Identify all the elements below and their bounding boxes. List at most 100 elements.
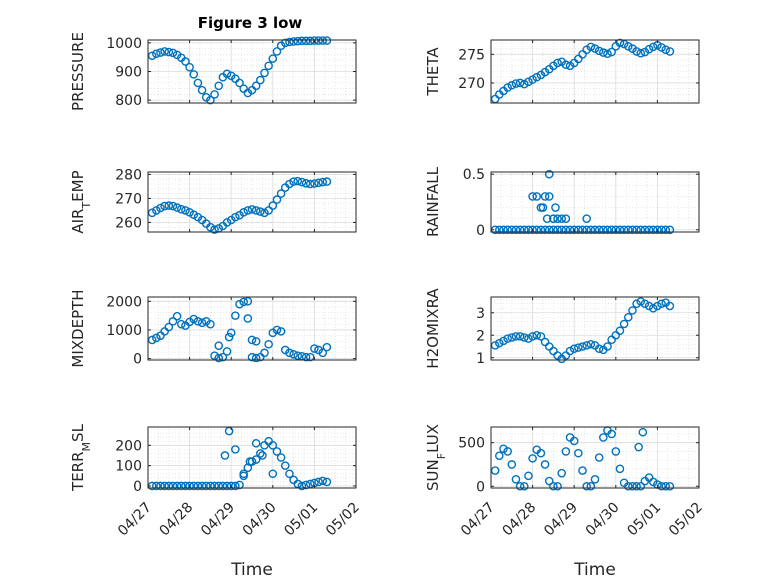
- figure-title: Figure 3 low: [197, 14, 303, 32]
- data-point: [289, 177, 298, 186]
- data-point: [258, 451, 267, 460]
- data-point: [528, 192, 537, 201]
- y-tick-label: 0: [476, 479, 485, 495]
- data-point: [264, 339, 273, 349]
- data-point: [599, 225, 608, 235]
- data-point: [152, 49, 161, 59]
- data-point: [224, 332, 234, 342]
- data-point: [632, 481, 641, 491]
- data-point: [168, 481, 178, 491]
- data-point: [280, 38, 290, 48]
- data-point: [582, 341, 591, 350]
- data-point: [561, 447, 571, 456]
- data-point: [557, 468, 567, 478]
- x-tick-label: 04/28: [157, 500, 197, 540]
- data-point: [156, 48, 165, 57]
- data-point: [532, 72, 542, 82]
- data-point: [507, 80, 517, 90]
- data-point: [181, 57, 190, 66]
- data-point: [623, 42, 633, 51]
- y-tick-label: 0: [476, 223, 485, 239]
- data-point: [185, 62, 194, 72]
- data-point: [152, 206, 161, 215]
- data-point: [222, 69, 232, 79]
- data-point: [519, 79, 529, 89]
- data-point: [206, 481, 215, 491]
- data-point: [503, 334, 512, 343]
- data-point: [272, 325, 282, 335]
- data-point: [607, 225, 616, 235]
- data-point: [314, 178, 323, 188]
- data-point: [214, 81, 224, 91]
- subplot-terr-msl: 0 100 200 TERRMSL 04/27 04/28 04/29 04/30 05/01 0…: [69, 423, 363, 580]
- data-point: [260, 68, 269, 78]
- data-point: [168, 201, 178, 211]
- data-point: [532, 192, 542, 201]
- data-point: [310, 179, 319, 188]
- data-point: [301, 36, 311, 46]
- data-point: [285, 469, 294, 479]
- data-point: [549, 481, 558, 491]
- y-axis-label: PRESSURE: [69, 32, 87, 111]
- y-tick-label: 1000: [106, 323, 142, 339]
- data-point: [524, 471, 533, 481]
- data-point: [322, 342, 332, 352]
- data-point: [156, 203, 165, 213]
- data-point: [594, 453, 604, 462]
- data-point: [536, 225, 546, 235]
- data-point: [247, 352, 257, 362]
- data-point: [243, 296, 253, 306]
- x-tick-label: 04/28: [500, 500, 540, 540]
- y-axis-label: RAINFALL: [424, 166, 442, 237]
- data-point: [507, 460, 517, 469]
- data-point: [210, 90, 219, 99]
- data-point: [540, 192, 550, 201]
- data-point: [293, 351, 303, 361]
- data-point: [590, 44, 600, 53]
- data-point: [168, 48, 178, 58]
- data-point: [574, 448, 583, 458]
- data-point: [310, 36, 319, 45]
- data-point: [594, 225, 604, 235]
- data-point: [239, 469, 248, 479]
- data-point: [285, 348, 294, 358]
- data-point: [665, 481, 675, 491]
- data-point: [231, 212, 240, 222]
- data-point: [193, 317, 203, 326]
- data-point: [251, 353, 261, 363]
- y-axis-label: TERRMSL: [69, 423, 93, 492]
- data-point: [305, 352, 315, 362]
- data-point: [301, 480, 311, 490]
- data-point: [193, 481, 203, 491]
- data-point: [657, 299, 666, 309]
- data-point: [176, 319, 186, 329]
- y-tick-label: 2: [476, 328, 485, 344]
- data-point: [276, 327, 286, 336]
- data-point: [251, 438, 261, 448]
- data-point: [574, 343, 583, 352]
- data-point: [634, 442, 643, 452]
- data-point: [305, 36, 315, 46]
- x-axis-label: Time: [230, 560, 273, 580]
- data-point: [503, 447, 512, 456]
- data-point: [168, 317, 178, 326]
- data-point: [214, 341, 224, 350]
- x-tick-label: 04/27: [458, 500, 498, 540]
- data-point: [528, 332, 537, 341]
- data-point: [235, 299, 244, 309]
- data-point: [619, 225, 629, 235]
- data-point: [511, 332, 521, 341]
- data-point: [665, 225, 675, 235]
- data-point: [247, 335, 257, 345]
- data-point: [551, 203, 560, 212]
- y-tick-label: 100: [115, 459, 142, 475]
- data-point: [268, 440, 278, 450]
- data-point: [503, 225, 512, 235]
- data-point: [293, 36, 303, 46]
- y-tick-label: 0: [133, 352, 142, 368]
- data-point: [632, 47, 641, 56]
- data-point: [657, 43, 666, 52]
- data-point: [268, 201, 278, 210]
- data-point: [276, 189, 286, 198]
